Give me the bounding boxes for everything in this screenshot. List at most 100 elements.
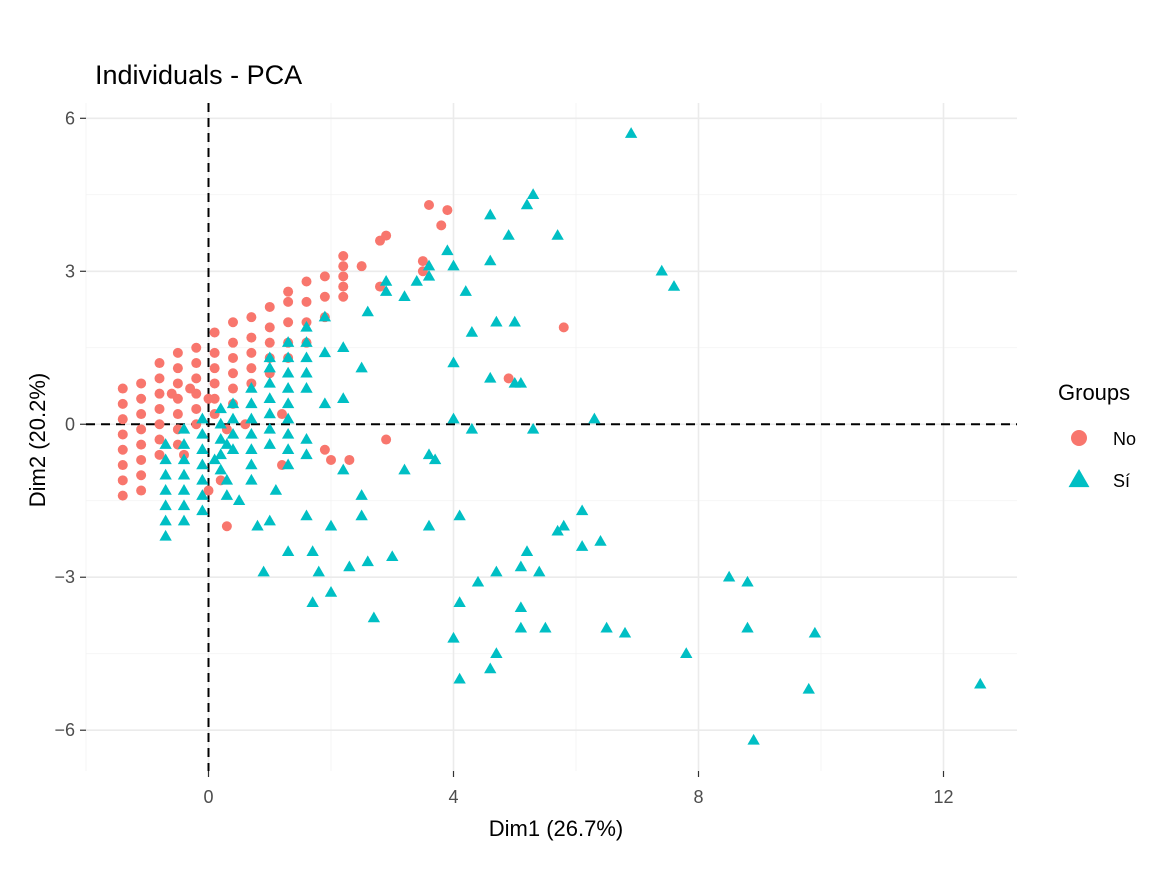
point-circle bbox=[209, 327, 220, 338]
point-circle bbox=[154, 373, 165, 384]
point-triangle bbox=[551, 229, 564, 240]
point-circle bbox=[283, 296, 294, 307]
point-triangle bbox=[490, 565, 503, 577]
y-tick-label: 6 bbox=[65, 108, 75, 128]
point-triangle bbox=[245, 382, 258, 393]
point-circle bbox=[228, 368, 238, 379]
point-triangle bbox=[490, 315, 503, 327]
chart-title: Individuals - PCA bbox=[95, 60, 302, 90]
point-triangle bbox=[465, 325, 479, 337]
point-triangle bbox=[281, 351, 295, 363]
point-circle bbox=[344, 454, 355, 465]
point-triangle bbox=[226, 443, 240, 454]
point-triangle bbox=[226, 427, 240, 439]
point-circle bbox=[191, 373, 202, 384]
point-triangle bbox=[410, 274, 423, 286]
point-triangle bbox=[618, 626, 632, 638]
point-triangle bbox=[484, 208, 497, 220]
point-triangle bbox=[398, 463, 411, 475]
x-axis-title: Dim1 (26.7%) bbox=[489, 816, 623, 841]
point-triangle bbox=[428, 453, 442, 465]
point-circle bbox=[228, 352, 238, 363]
point-triangle bbox=[263, 514, 276, 526]
point-circle bbox=[117, 460, 128, 471]
point-triangle bbox=[551, 524, 564, 536]
point-circle bbox=[264, 322, 275, 333]
point-triangle bbox=[459, 285, 472, 296]
point-triangle bbox=[514, 601, 528, 613]
point-triangle bbox=[355, 489, 368, 500]
point-triangle bbox=[196, 489, 209, 500]
point-triangle bbox=[741, 575, 754, 587]
point-circle bbox=[166, 388, 177, 399]
point-triangle bbox=[337, 392, 350, 403]
point-triangle bbox=[355, 361, 368, 373]
point-triangle bbox=[367, 611, 381, 623]
point-circle bbox=[436, 220, 447, 231]
point-triangle bbox=[747, 733, 760, 745]
point-triangle bbox=[245, 427, 258, 439]
point-triangle bbox=[324, 586, 338, 597]
point-circle bbox=[338, 271, 349, 282]
point-triangle bbox=[722, 570, 736, 582]
point-circle bbox=[246, 312, 257, 323]
point-circle bbox=[381, 434, 392, 445]
point-triangle bbox=[177, 453, 191, 465]
point-triangle bbox=[453, 509, 466, 521]
point-triangle bbox=[196, 504, 209, 516]
point-triangle bbox=[337, 341, 350, 352]
point-triangle bbox=[263, 422, 276, 434]
point-triangle bbox=[196, 427, 209, 439]
point-triangle bbox=[263, 376, 276, 388]
point-triangle bbox=[361, 305, 374, 317]
point-triangle bbox=[159, 499, 172, 511]
point-triangle bbox=[281, 397, 295, 409]
grid bbox=[85, 103, 1017, 771]
point-triangle bbox=[281, 545, 295, 556]
legend: Groups No Sí bbox=[1058, 380, 1136, 491]
point-triangle bbox=[300, 433, 313, 444]
point-circle bbox=[117, 429, 128, 440]
point-triangle bbox=[453, 672, 466, 684]
point-circle bbox=[228, 317, 238, 328]
point-triangle bbox=[600, 621, 613, 633]
point-triangle bbox=[520, 198, 534, 210]
y-tick-label: 3 bbox=[65, 261, 75, 281]
point-circle bbox=[228, 383, 238, 394]
point-circle bbox=[117, 398, 128, 409]
point-triangle bbox=[588, 412, 601, 424]
y-axis-title: Dim2 (20.2%) bbox=[25, 373, 50, 507]
point-triangle bbox=[196, 412, 209, 424]
axis-ticks: 0 4 8 12 −6 −3 0 3 6 bbox=[54, 108, 953, 807]
point-triangle bbox=[318, 397, 332, 409]
point-triangle bbox=[214, 448, 227, 460]
point-triangle bbox=[471, 575, 485, 587]
point-triangle bbox=[484, 254, 497, 266]
point-triangle bbox=[159, 514, 172, 526]
point-triangle bbox=[263, 361, 276, 373]
point-triangle bbox=[177, 499, 191, 511]
point-circle bbox=[338, 281, 349, 292]
point-circle bbox=[319, 291, 330, 302]
point-triangle bbox=[974, 677, 987, 689]
point-circle bbox=[191, 342, 202, 353]
point-circle bbox=[326, 454, 336, 465]
point-triangle bbox=[263, 407, 276, 419]
point-triangle bbox=[575, 540, 589, 551]
point-triangle bbox=[214, 417, 227, 429]
point-triangle bbox=[533, 565, 546, 577]
point-triangle bbox=[281, 427, 295, 439]
point-triangle bbox=[386, 550, 399, 562]
point-circle bbox=[154, 403, 165, 414]
point-triangle bbox=[484, 662, 497, 674]
point-triangle bbox=[281, 412, 295, 424]
point-triangle bbox=[808, 626, 822, 638]
point-circle bbox=[283, 317, 294, 328]
point-triangle bbox=[741, 621, 754, 633]
point-triangle bbox=[196, 458, 209, 470]
point-circle bbox=[117, 444, 128, 455]
point-triangle bbox=[514, 621, 528, 633]
point-triangle bbox=[214, 433, 227, 444]
point-triangle bbox=[177, 438, 191, 449]
